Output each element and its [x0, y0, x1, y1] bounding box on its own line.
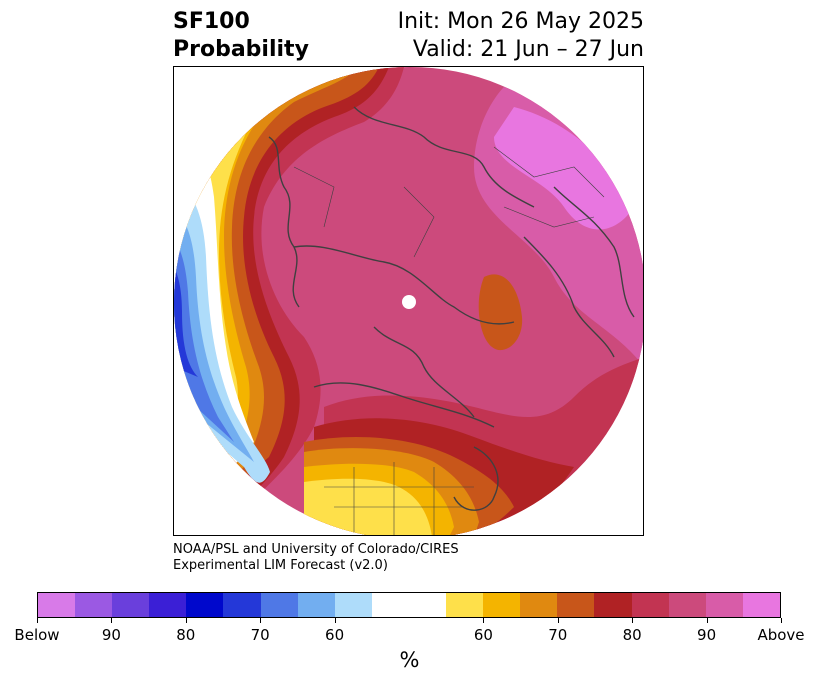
colorbar-tick-label: 70 [250, 626, 270, 644]
colorbar-segment [446, 593, 484, 617]
colorbar-tick-label: Below [14, 626, 60, 644]
pole-hole [402, 295, 416, 309]
colorbar-tick-label: 70 [548, 626, 568, 644]
credit: NOAA/PSL and University of Colorado/CIRE… [173, 542, 459, 574]
colorbar-tick-label: 60 [325, 626, 345, 644]
country-borders [293, 146, 605, 535]
credit-line-2: Experimental LIM Forecast (v2.0) [173, 558, 388, 573]
region-below-65 [174, 267, 198, 377]
colorbar-segment [186, 593, 224, 617]
colorbar-tick-label: Above [757, 626, 805, 644]
colorbar-segment [483, 593, 521, 617]
colorbar-tick [185, 618, 187, 623]
colorbar-segment [594, 593, 632, 617]
colorbar-segment [149, 593, 187, 617]
colorbar-segment [742, 593, 780, 617]
colorbar-tick [483, 618, 485, 623]
colorbar-segment [38, 593, 76, 617]
title-type: Probability [173, 37, 309, 62]
colorbar-segment [705, 593, 743, 617]
colorbar-segment [297, 593, 335, 617]
colorbar-segment [631, 593, 669, 617]
colorbar-segment [112, 593, 150, 617]
colorbar-tick [37, 618, 38, 623]
colorbar-tick [632, 618, 634, 623]
credit-line-1: NOAA/PSL and University of Colorado/CIRE… [173, 542, 459, 557]
colorbar-tick [706, 618, 708, 623]
colorbar-segment [668, 593, 706, 617]
colorbar-tick [781, 618, 782, 623]
colorbar-tick [111, 618, 113, 623]
colorbar-ticks: Below 90 80 70 60 60 70 80 90 Above [14, 618, 805, 648]
init-date: Init: Mon 26 May 2025 [397, 9, 644, 34]
forecast-map [173, 66, 644, 536]
region-blob [478, 274, 523, 351]
colorbar-segment [557, 593, 595, 617]
colorbar-segment [520, 593, 558, 617]
colorbar-segment [260, 593, 298, 617]
colorbar-tick-label: 90 [101, 626, 121, 644]
colorbar-unit: % [399, 648, 420, 672]
colorbar-segment [75, 593, 113, 617]
colorbar-tick-label: 60 [473, 626, 493, 644]
colorbar-tick-label: 90 [697, 626, 717, 644]
colorbar-tick-label: 80 [176, 626, 196, 644]
colorbar-segment [223, 593, 261, 617]
colorbar-tick [260, 618, 262, 623]
map-dates: Init: Mon 26 May 2025 Valid: 21 Jun – 27… [398, 8, 644, 64]
colorbar-tick [334, 618, 336, 623]
colorbar-segment [371, 593, 409, 617]
region-above-90 [494, 107, 634, 230]
colorbar-segment [334, 593, 372, 617]
title-variable: SF100 [173, 9, 250, 34]
coastlines [268, 106, 635, 511]
colorbar [37, 592, 781, 618]
colorbar-tick-label: 80 [622, 626, 642, 644]
valid-dates: Valid: 21 Jun – 27 Jun [412, 37, 644, 62]
map-title: SF100 Probability [173, 8, 309, 64]
region-sector-50 [304, 478, 432, 535]
map-canvas [174, 67, 643, 535]
colorbar-tick [557, 618, 559, 623]
colorbar-segment [408, 593, 447, 617]
